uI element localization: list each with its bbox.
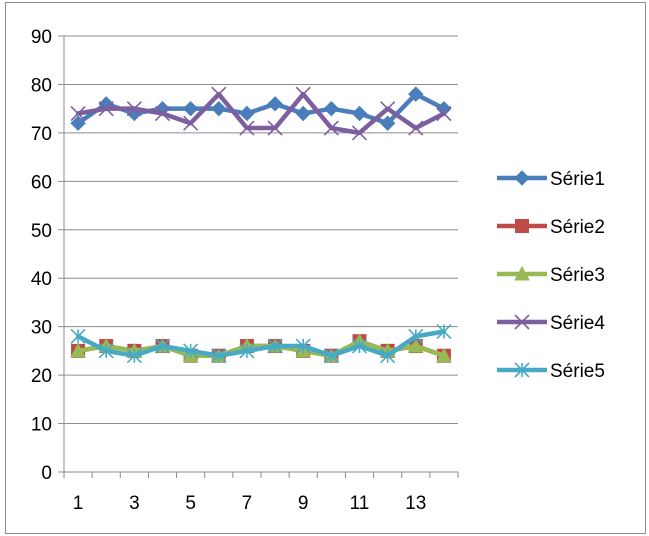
legend-marker: [514, 265, 530, 281]
x-tick-label: 9: [298, 493, 309, 514]
y-tick-label: 50: [31, 221, 52, 242]
series-5: [70, 323, 452, 364]
gridlines: [64, 35, 458, 425]
x-tick-label: 11: [350, 493, 370, 514]
data-point: [239, 105, 255, 122]
data-point: [408, 86, 424, 102]
legend-label: Série5: [550, 361, 605, 382]
x-tick-label: 1: [73, 493, 84, 514]
x-tick-label: 3: [129, 493, 140, 514]
data-point: [408, 328, 424, 344]
legend-entry-2: Série2: [497, 217, 605, 238]
data-point: [295, 105, 311, 122]
y-tick-label: 40: [31, 269, 52, 290]
legend-marker: [515, 219, 529, 233]
y-tick-label: 80: [31, 75, 52, 96]
data-point: [126, 101, 142, 117]
legend: Série1 Série2 Série3 Série4 Série5: [497, 169, 605, 382]
legend-marker: [514, 314, 530, 330]
marker-stroke: [408, 120, 424, 136]
data-point: [436, 105, 452, 122]
data-point: [211, 86, 227, 102]
data-point: [70, 105, 86, 122]
y-tick-label: 30: [31, 318, 52, 339]
data-point: [126, 348, 142, 364]
marker-stroke: [239, 120, 255, 136]
legend-entry-5: Série5: [497, 361, 605, 382]
marker-stroke: [154, 105, 171, 122]
y-tick-label: 20: [31, 366, 52, 387]
data-point: [211, 348, 227, 364]
marker-stroke: [380, 101, 396, 117]
data-point: [183, 115, 199, 131]
y-tick-label: 70: [31, 124, 52, 145]
data-point: [351, 338, 368, 354]
legend-label: Série2: [550, 217, 605, 238]
marker-stroke: [70, 105, 86, 122]
data-point: [239, 343, 255, 359]
data-point: [182, 100, 199, 117]
data-point: [239, 120, 255, 136]
marker-stroke: [211, 86, 227, 102]
data-point: [408, 120, 424, 136]
data-point: [380, 101, 396, 117]
data-point: [351, 125, 368, 141]
y-tick-label: 10: [31, 415, 52, 436]
data-point: [351, 105, 368, 122]
y-tick-label: 90: [31, 27, 52, 48]
legend-entry-4: Série4: [497, 313, 605, 334]
data-point: [379, 115, 396, 131]
data-point: [70, 328, 86, 344]
data-point: [436, 323, 452, 340]
data-point: [267, 338, 283, 354]
chart-frame: [5, 2, 646, 534]
marker-stroke: [351, 125, 368, 141]
marker-stroke: [436, 105, 452, 122]
data-point: [267, 120, 283, 136]
x-tick-label: 13: [405, 493, 426, 514]
legend-label: Série1: [550, 169, 605, 190]
legend-entry-3: Série3: [497, 265, 605, 286]
data-point: [323, 120, 339, 136]
y-tick-label: 0: [41, 463, 52, 484]
marker-stroke: [126, 101, 142, 117]
data-point: [267, 96, 283, 112]
series: [70, 86, 452, 364]
series-line: [75, 329, 447, 358]
marker-stroke: [514, 314, 530, 330]
data-point: [323, 348, 339, 364]
legend-label: Série3: [550, 265, 605, 286]
marker-stroke: [295, 86, 311, 102]
marker-stroke: [183, 115, 199, 131]
legend-marker: [514, 170, 530, 186]
x-tick-label: 5: [185, 493, 196, 514]
data-point: [295, 338, 311, 354]
data-point: [70, 115, 86, 131]
y-tick-label: 60: [31, 172, 52, 193]
marker-stroke: [323, 120, 339, 136]
data-point: [70, 342, 86, 358]
marker-stroke: [98, 101, 114, 117]
data-point: [154, 105, 171, 122]
data-point: [436, 347, 452, 363]
marker-stroke: [267, 120, 283, 136]
series-4: [70, 86, 452, 141]
data-point: [380, 348, 396, 364]
data-point: [154, 338, 171, 354]
data-point: [98, 101, 114, 117]
legend-marker: [514, 362, 530, 378]
data-point: [323, 100, 340, 117]
data-point: [183, 343, 199, 359]
data-point: [211, 100, 227, 117]
x-tick-label: 7: [242, 493, 253, 514]
data-point: [295, 86, 311, 102]
legend-entry-1: Série1: [497, 169, 605, 190]
data-point: [407, 337, 424, 353]
data-point: [98, 343, 114, 359]
legend-label: Série4: [550, 313, 605, 334]
